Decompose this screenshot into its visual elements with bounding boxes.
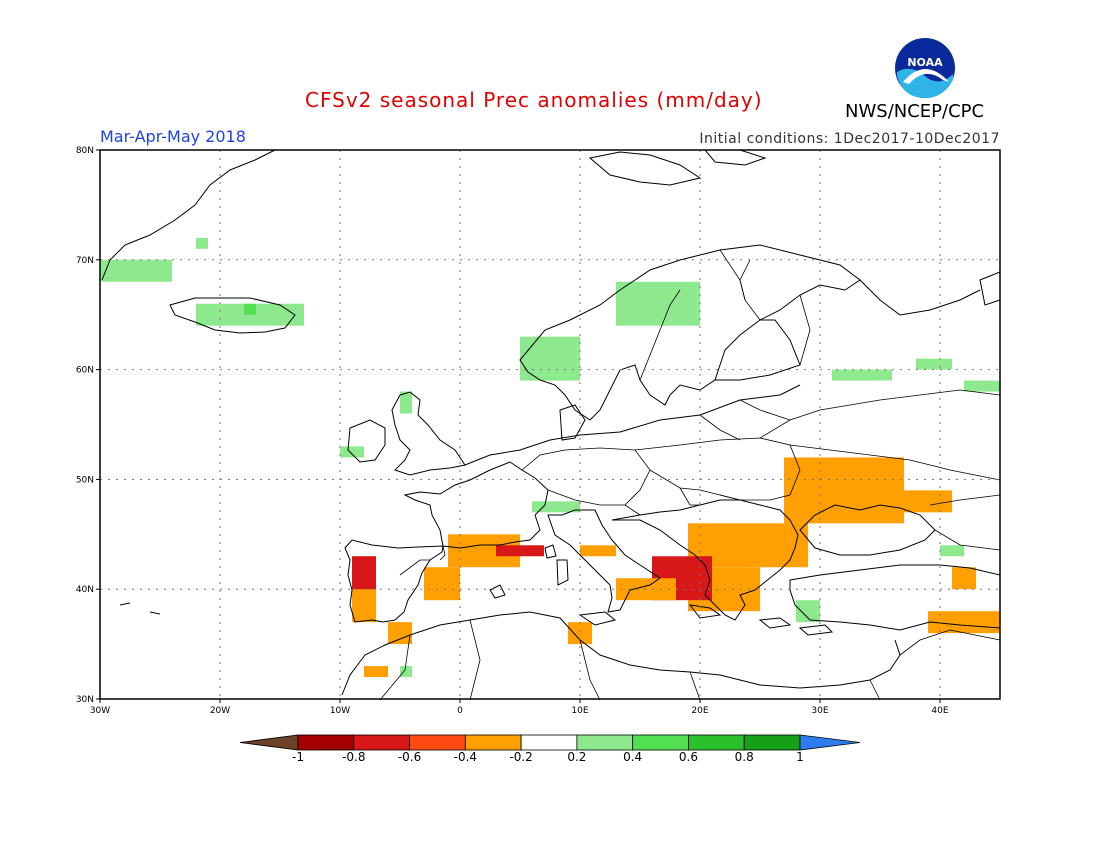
anomaly-cell-turkey-east	[928, 611, 1000, 634]
anomaly-cell-ireland	[340, 446, 364, 458]
colorbar-label: -0.4	[453, 750, 478, 764]
tick-label-lon: 20W	[210, 706, 230, 716]
tick-label-lon: 20E	[691, 706, 708, 716]
colorbar-label: -0.8	[342, 750, 366, 764]
anomaly-cell-norway-north	[616, 281, 700, 326]
map-frame	[99, 149, 1001, 700]
anomaly-cell-pyrenees	[496, 545, 544, 557]
tick-label-lon: 10E	[571, 706, 588, 716]
anomaly-cell-spain-south	[388, 622, 412, 645]
colorbar-swatch	[353, 734, 410, 751]
anomaly-cell-iceland-core	[244, 303, 256, 315]
tick-label-lat: 70N	[76, 256, 94, 266]
colorbar-swatch	[576, 734, 634, 751]
season-label: Mar-Apr-May 2018	[100, 127, 246, 146]
anomaly-cell-portugal-core	[352, 556, 376, 590]
anomaly-cell-greenland-east-2	[196, 237, 208, 249]
map-title: CFSv2 seasonal Prec anomalies (mm/day)	[305, 88, 763, 112]
initial-conditions: Initial conditions: 1Dec2017-10Dec2017	[699, 131, 1000, 147]
colorbar-swatch	[520, 734, 578, 751]
anomaly-cell-italy-north	[580, 545, 616, 557]
colorbar-label: 0.8	[734, 750, 754, 764]
anomaly-cell-greenland-east	[100, 259, 172, 282]
anomaly-cell-black-sea-east	[952, 567, 976, 590]
colorbar-label: 0.2	[567, 750, 587, 764]
coastlines	[101, 149, 1001, 701]
colorbar-swatch	[297, 734, 355, 751]
organization-label: NWS/NCEP/CPC	[845, 101, 985, 122]
anomaly-cell-scotland	[400, 391, 412, 414]
anomaly-cell-sardinia	[568, 622, 592, 645]
tick-label-lat: 60N	[76, 366, 94, 376]
anomaly-cell-caucasus	[940, 545, 964, 557]
colorbar-label: -0.2	[509, 750, 533, 764]
noaa-logo: NOAA	[895, 38, 955, 98]
anomaly-cell-morocco	[400, 666, 412, 678]
anomaly-cell-turkey-west	[796, 600, 820, 623]
tick-label-lat: 30N	[76, 695, 94, 705]
colorbar	[239, 734, 861, 751]
anomaly-cell-russia-north-3	[964, 380, 1000, 392]
tick-label-lon: 10W	[330, 706, 350, 716]
tick-label-lon: 30E	[811, 706, 828, 716]
colorbar-label: -0.6	[397, 750, 422, 764]
anomaly-cell-spain-north	[424, 567, 460, 601]
anomaly-cell-russia-north-1	[832, 369, 892, 381]
colorbar-left-arrow	[239, 734, 299, 751]
colorbar-label: 1	[796, 750, 804, 764]
anomaly-cell-morocco-orange	[364, 666, 388, 678]
colorbar-label: -1	[292, 750, 304, 764]
tick-label-lat: 40N	[76, 585, 94, 595]
anomaly-cell-ukraine-east	[904, 490, 952, 513]
colorbar-swatch	[409, 734, 466, 751]
colorbar-swatch	[464, 734, 522, 751]
noaa-logo-text: NOAA	[907, 56, 943, 69]
tick-label-lon: 40E	[931, 706, 948, 716]
anomaly-cell-ukraine	[784, 457, 904, 524]
lat-lon-grid	[100, 150, 1000, 699]
colorbar-swatch	[632, 734, 689, 751]
colorbar-swatch	[743, 734, 801, 751]
tick-label-lat: 80N	[76, 146, 94, 156]
colorbar-swatch	[688, 734, 745, 751]
tick-label-lat: 50N	[76, 475, 94, 485]
anomaly-cell-russia-north-2	[916, 358, 952, 370]
tick-label-lon: 30W	[90, 706, 110, 716]
anomaly-shading	[100, 237, 1000, 678]
anomaly-cell-alps	[532, 501, 580, 513]
colorbar-label: 0.6	[678, 750, 698, 764]
anomaly-cell-norway-west	[520, 336, 580, 381]
colorbar-right-arrow	[799, 734, 861, 751]
colorbar-label: 0.4	[623, 750, 643, 764]
tick-label-lon: 0	[457, 706, 463, 716]
